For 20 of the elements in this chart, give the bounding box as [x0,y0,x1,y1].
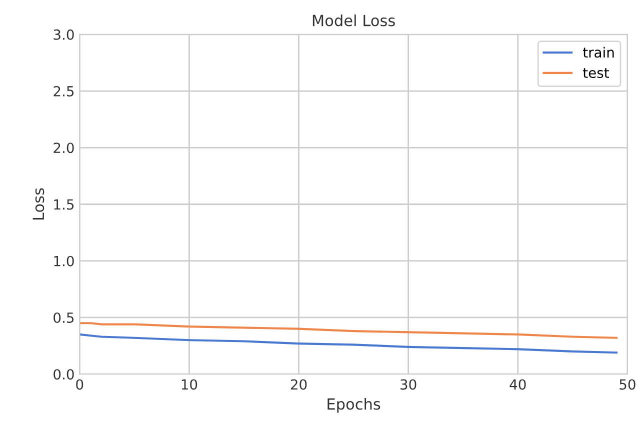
y-tick-label: 1.5 [54,199,74,210]
y-tick-label: 3.0 [54,29,74,40]
line-series [80,333,618,354]
y-tick-label: 0.5 [54,312,74,323]
x-tick-label: 10 [182,379,198,390]
y-tick-label: 0.0 [54,369,74,380]
x-tick-label: 40 [510,379,526,390]
x-tick-label: 30 [400,379,416,390]
line-series [80,322,618,339]
y-axis-title: Loss [32,188,44,220]
y-tick-label: 2.5 [54,86,74,96]
y-tick-label: 1.0 [54,256,74,266]
y-tick-label: 2.0 [54,142,74,154]
x-tick-label: 0 [76,379,84,390]
legend-label: train [582,46,614,58]
x-tick-label: 20 [290,379,307,390]
legend-label: test [582,68,609,78]
x-axis-title: Epochs [328,398,380,413]
chart-title: Model Loss [312,14,395,26]
x-tick-label: 50 [620,379,636,390]
